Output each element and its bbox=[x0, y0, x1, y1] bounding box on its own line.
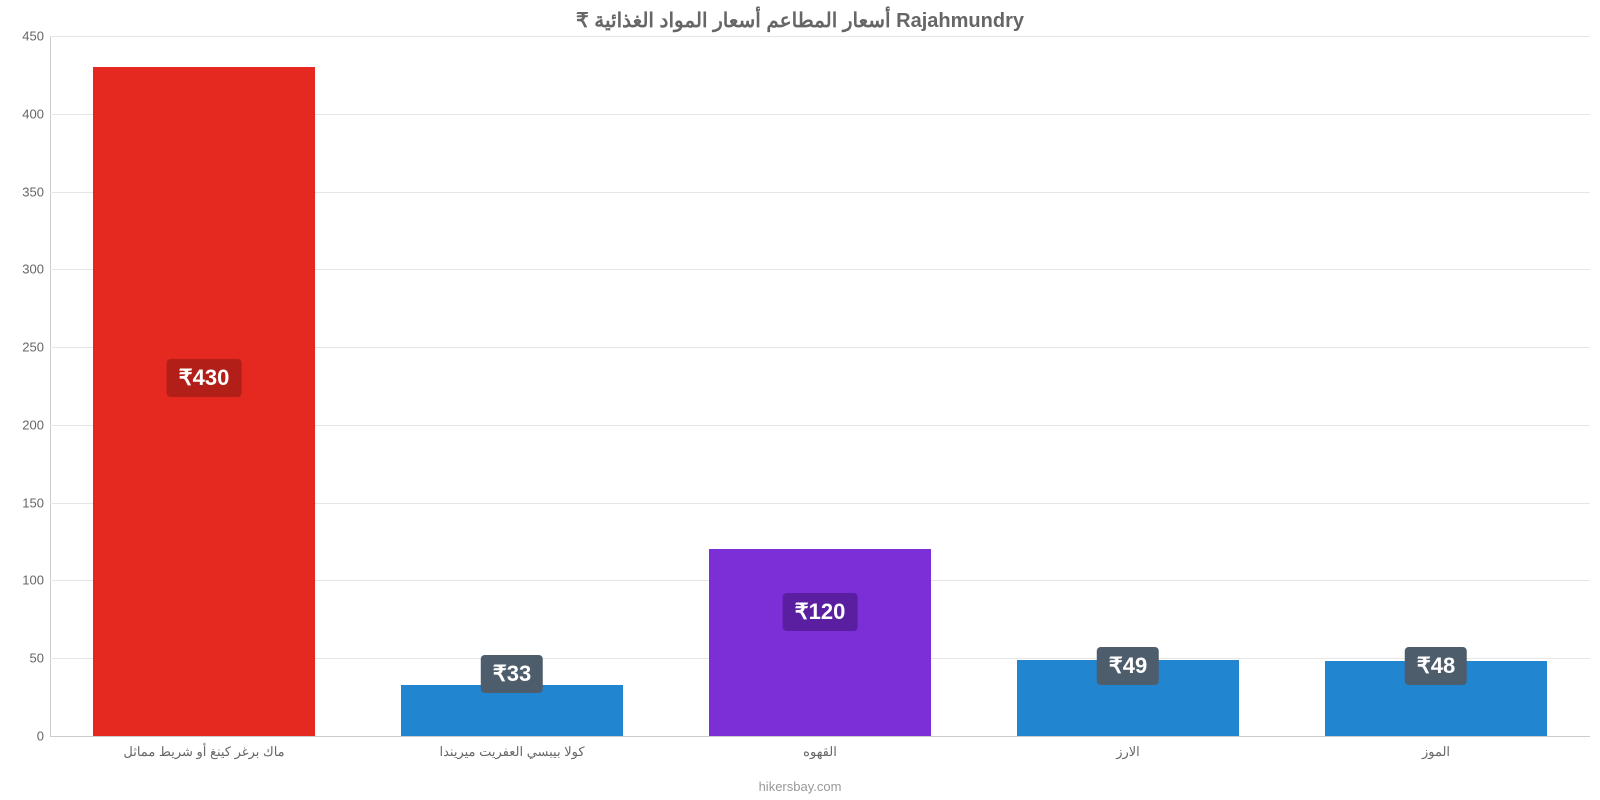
bar-value-label: ₹33 bbox=[481, 655, 543, 693]
y-tick-label: 0 bbox=[37, 729, 44, 744]
x-axis: ماك برغر كينغ أو شريط مماثل كولا بيبسي ال… bbox=[50, 736, 1590, 776]
bar-value-label: ₹430 bbox=[167, 359, 242, 397]
gridline bbox=[50, 36, 1590, 37]
bar-value-label: ₹48 bbox=[1405, 647, 1467, 685]
attribution-text: hikersbay.com bbox=[0, 779, 1600, 794]
bar-value-label: ₹49 bbox=[1097, 647, 1159, 685]
bar bbox=[93, 67, 315, 736]
price-bar-chart: ₹ أسعار المطاعم أسعار المواد الغذائية Ra… bbox=[0, 0, 1600, 800]
y-tick-label: 300 bbox=[22, 262, 44, 277]
x-tick-label: ماك برغر كينغ أو شريط مماثل bbox=[123, 744, 284, 760]
y-tick-label: 50 bbox=[30, 651, 44, 666]
y-tick-label: 100 bbox=[22, 573, 44, 588]
x-tick-label: القهوه bbox=[803, 744, 837, 760]
y-axis: 050100150200250300350400450 bbox=[0, 36, 50, 736]
y-tick-label: 450 bbox=[22, 29, 44, 44]
x-tick-label: الارز bbox=[1116, 744, 1140, 760]
bar-value-label: ₹120 bbox=[783, 593, 858, 631]
bar bbox=[709, 549, 931, 736]
y-tick-label: 200 bbox=[22, 417, 44, 432]
chart-title: ₹ أسعار المطاعم أسعار المواد الغذائية Ra… bbox=[0, 0, 1600, 33]
y-tick-label: 250 bbox=[22, 340, 44, 355]
y-axis-line bbox=[50, 36, 51, 736]
y-tick-label: 150 bbox=[22, 495, 44, 510]
x-tick-label: كولا بيبسي العفريت ميريندا bbox=[439, 744, 584, 760]
y-tick-label: 350 bbox=[22, 184, 44, 199]
y-tick-label: 400 bbox=[22, 106, 44, 121]
x-tick-label: الموز bbox=[1422, 744, 1450, 760]
plot-area: ₹430 ₹33 ₹120 ₹49 ₹48 bbox=[50, 36, 1590, 736]
